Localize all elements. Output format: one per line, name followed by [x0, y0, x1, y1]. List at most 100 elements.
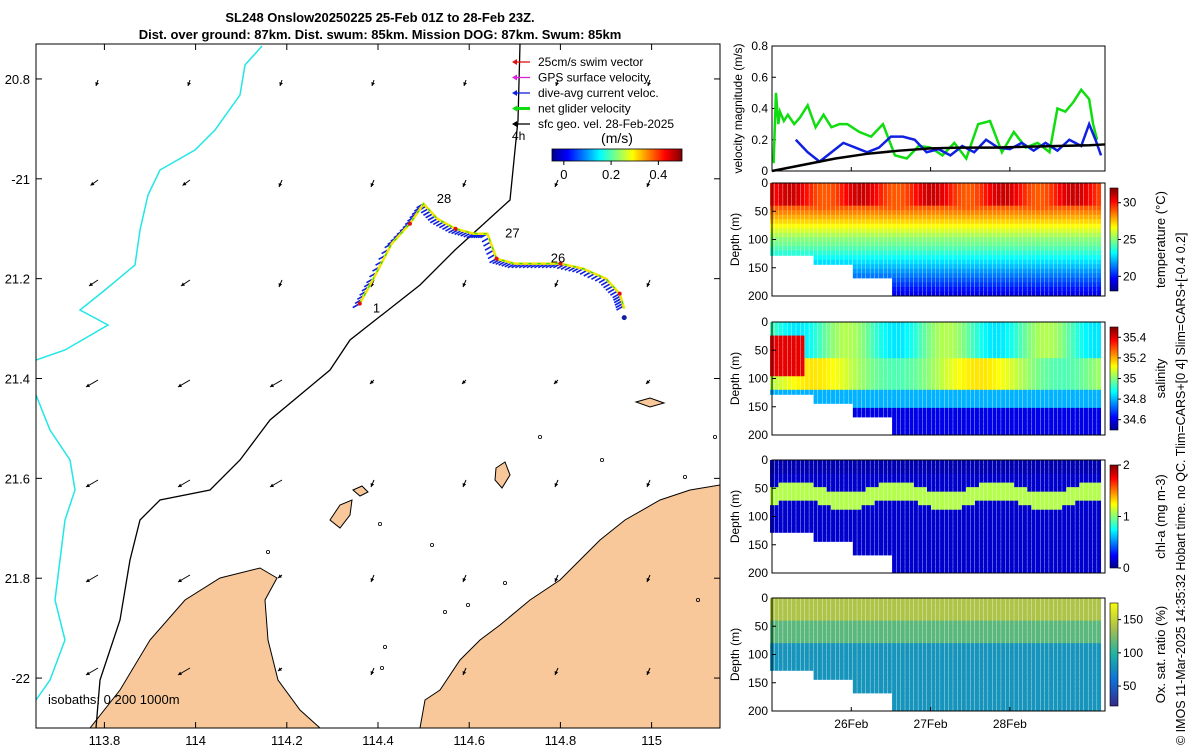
heatmap-cell [983, 491, 988, 497]
heatmap-cell [1070, 353, 1075, 359]
heatmap-cell [913, 268, 918, 274]
heatmap-cell [1079, 223, 1084, 229]
heatmap-cell [1049, 219, 1054, 225]
heatmap-cell [1040, 403, 1045, 409]
heatmap-cell [800, 473, 805, 479]
heatmap-cell [826, 532, 831, 538]
heatmap-cell [961, 491, 966, 497]
heatmap-cell [992, 568, 997, 574]
heatmap-cell [953, 532, 958, 538]
heatmap-cell [979, 322, 984, 327]
heatmap-cell [835, 192, 840, 198]
heatmap-cell [1057, 380, 1062, 386]
heatmap-cell [1079, 376, 1084, 382]
heatmap-cell [800, 460, 805, 465]
heatmap-cell [918, 505, 923, 511]
heatmap-cell [1062, 358, 1067, 364]
heatmap-cell [931, 282, 936, 288]
heatmap-cell [809, 331, 814, 337]
heatmap-cell [1053, 255, 1058, 261]
heatmap-cell [913, 335, 918, 341]
heatmap-cell [974, 536, 979, 542]
heatmap-cell [1044, 389, 1049, 395]
heatmap-cell [892, 326, 897, 332]
heatmap-cell [857, 353, 862, 359]
heatmap-cell [1040, 282, 1045, 288]
heatmap-cell [996, 389, 1001, 395]
heatmap-cell [831, 237, 836, 243]
heatmap-cell [918, 541, 923, 547]
heatmap-cell [1001, 205, 1006, 211]
heatmap-cell [774, 473, 779, 479]
heatmap-cell [857, 196, 862, 202]
colorbar-tick-label: 0.2 [602, 167, 620, 182]
heatmap-cell [1001, 335, 1006, 341]
heatmap-cell [1031, 398, 1036, 404]
heatmap-cell [892, 385, 897, 391]
heatmap-cell [926, 362, 931, 368]
heatmap-cell [879, 473, 884, 479]
heatmap-cell [918, 353, 923, 359]
heatmap-cell [940, 241, 945, 247]
heatmap-cell [970, 407, 975, 413]
reef [429, 543, 434, 548]
heatmap-cell [774, 335, 779, 341]
heatmap-cell [935, 421, 940, 427]
heatmap-cell [831, 398, 836, 404]
heatmap-cell [787, 469, 792, 475]
island [329, 499, 353, 529]
heatmap-cell [1088, 277, 1093, 283]
heatmap-cell [857, 478, 862, 484]
heatmap-cell [826, 322, 831, 327]
heatmap-cell [796, 385, 801, 391]
heatmap-cell [1018, 389, 1023, 395]
heatmap-cell [931, 430, 936, 436]
heatmap-cell [1057, 398, 1062, 404]
heatmap-cell [865, 358, 870, 364]
heatmap-cell [791, 228, 796, 234]
heatmap-cell [922, 322, 927, 327]
sfc-vel-arrow [461, 379, 467, 385]
heatmap-cell [844, 344, 849, 350]
heatmap-cell [892, 514, 897, 520]
heatmap-cell [948, 228, 953, 234]
heatmap-cell [940, 527, 945, 533]
heatmap-cell [974, 331, 979, 337]
heatmap-cell [1009, 264, 1014, 270]
heatmap-cell [935, 469, 940, 475]
heatmap-cell [1097, 183, 1102, 188]
heatmap-cell [926, 545, 931, 551]
reef [600, 457, 605, 462]
heatmap-cell [896, 187, 901, 193]
heatmap-cell [1022, 282, 1027, 288]
heatmap-cell [900, 568, 905, 574]
day-label: 28 [437, 191, 451, 206]
heatmap-cell [996, 344, 1001, 350]
heatmap-cell [896, 192, 901, 198]
heatmap-cell [966, 550, 971, 556]
heatmap-cell [1001, 371, 1006, 377]
heatmap-cell [870, 349, 875, 355]
heatmap-cell [909, 367, 914, 373]
heatmap-cell [1040, 219, 1045, 225]
heatmap-cell [1097, 241, 1102, 247]
heatmap-cell [970, 331, 975, 337]
heatmap-cell [1022, 389, 1027, 395]
heatmap-cell [1075, 210, 1080, 216]
heatmap-cell [1057, 264, 1062, 270]
heatmap-cell [1066, 214, 1071, 220]
heatmap-cell [844, 478, 849, 484]
heatmap-cell [1027, 340, 1032, 346]
heatmap-cell [1070, 187, 1075, 193]
heatmap-cell [870, 331, 875, 337]
heatmap-cell [1053, 367, 1058, 373]
heatmap-cell [874, 487, 879, 493]
heatmap-cell [909, 421, 914, 427]
heatmap-cell [1036, 264, 1041, 270]
sfc-vel-arrow [370, 667, 375, 676]
heatmap-cell [892, 536, 897, 542]
heatmap-cell [944, 286, 949, 292]
x-tick-label: 114.6 [453, 733, 485, 748]
heatmap-cell [996, 464, 1001, 470]
heatmap-cell [935, 273, 940, 279]
